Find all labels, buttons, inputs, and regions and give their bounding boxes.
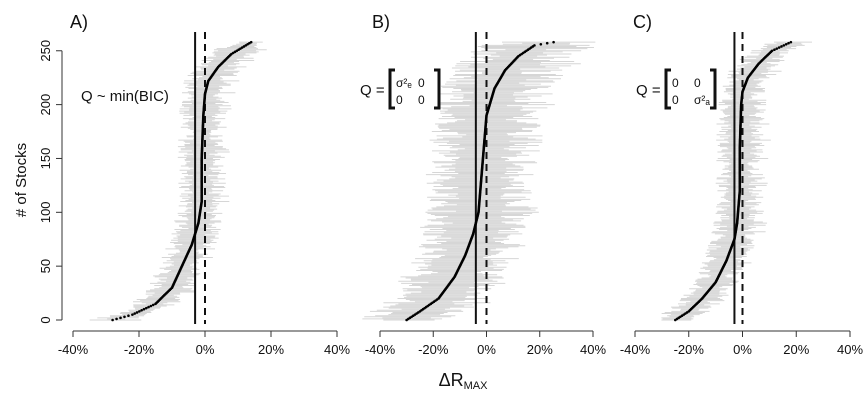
- point-estimate: [780, 45, 783, 48]
- point-estimate: [151, 303, 155, 307]
- matrix-entry: 0: [672, 93, 679, 107]
- panel-label: A): [70, 12, 88, 32]
- matrix-entry: σ²ₐ: [694, 93, 710, 107]
- point-estimate: [545, 41, 549, 45]
- panel-label: C): [633, 12, 652, 32]
- point-estimate: [123, 315, 126, 319]
- point-estimate: [119, 316, 122, 320]
- x-tick-label: -20%: [418, 342, 449, 357]
- matrix-entry: 0: [396, 93, 403, 107]
- point-estimate: [773, 48, 776, 51]
- annotation-background: [80, 84, 182, 106]
- point-estimate: [770, 49, 774, 53]
- x-tick-label: 0%: [477, 342, 496, 357]
- x-tick-label: 20%: [527, 342, 553, 357]
- point-estimate: [249, 40, 253, 44]
- point-estimate: [147, 305, 150, 309]
- matrix-entry: 0: [672, 76, 679, 90]
- x-tick-label: 0%: [733, 342, 752, 357]
- x-tick-label: 40%: [324, 342, 350, 357]
- panels: -40% -20% 0% 20% 40% 0 50 100 150 200 250 A) Q ~ min…: [38, 12, 863, 357]
- point-estimates: [111, 40, 253, 322]
- point-estimate: [782, 44, 786, 47]
- y-axis-label: # of Stocks: [13, 143, 30, 217]
- annotation-background: [634, 66, 716, 112]
- panel-a: -40% -20% 0% 20% 40% 0 50 100 150 200 250 A) Q ~ min…: [38, 12, 350, 357]
- matrix-entry: σ²ₑ: [396, 76, 412, 90]
- point-estimate: [138, 310, 141, 313]
- x-tick-label: -20%: [674, 342, 705, 357]
- x-tick-label: 40%: [580, 342, 606, 357]
- matrix-right-bracket: [710, 68, 717, 110]
- matrix-entry: 0: [694, 76, 701, 90]
- point-estimate: [142, 307, 146, 311]
- point-estimate: [131, 313, 134, 316]
- point-estimate: [133, 312, 137, 315]
- annotation-background: [358, 66, 440, 112]
- annotation-prefix: Q =: [360, 82, 385, 99]
- x-axis-label: ΔRMAX: [439, 370, 489, 392]
- point-estimate: [784, 43, 788, 46]
- point-estimates: [405, 40, 555, 322]
- x-tick-label: -40%: [365, 342, 396, 357]
- matrix-left-bracket: [388, 68, 395, 110]
- panel-label: B): [372, 12, 390, 32]
- point-estimates: [674, 40, 793, 322]
- point-estimate: [787, 41, 790, 45]
- x-tick-label: -40%: [620, 342, 651, 357]
- x-tick-label: -40%: [58, 342, 89, 357]
- matrix-entry: 0: [418, 93, 425, 107]
- annotation-prefix: Q =: [636, 82, 661, 99]
- y-tick-label: 0: [38, 316, 53, 323]
- matrix-right-bracket: [434, 68, 441, 110]
- point-estimate: [127, 314, 130, 317]
- y-tick-label: 50: [38, 259, 53, 273]
- y-tick-label: 250: [38, 40, 53, 62]
- point-estimate: [149, 304, 153, 308]
- panel-c: -40% -20% 0% 20% 40% C) Q = 0 0 0 σ²ₐ: [620, 12, 864, 357]
- x-tick-label: 0%: [196, 342, 215, 357]
- y-tick-label: 200: [38, 94, 53, 116]
- point-estimate: [777, 46, 781, 49]
- point-estimate: [789, 40, 793, 44]
- x-tick-label: 40%: [837, 342, 863, 357]
- matrix-left-bracket: [664, 68, 671, 110]
- x-tick-label: 20%: [783, 342, 809, 357]
- annotation-text: Q ~ min(BIC): [81, 88, 169, 105]
- x-axis-label-main: ΔR: [439, 370, 464, 390]
- point-estimate: [140, 309, 143, 312]
- point-estimate: [775, 47, 779, 50]
- point-estimate: [111, 318, 114, 322]
- point-estimate: [135, 311, 139, 314]
- x-tick-label: 20%: [258, 342, 284, 357]
- point-estimate: [552, 40, 555, 44]
- interval-lines: [89, 41, 267, 321]
- point-estimate: [533, 44, 536, 47]
- x-tick-label: -20%: [124, 342, 155, 357]
- matrix-entry: 0: [418, 76, 425, 90]
- y-tick-label: 100: [38, 201, 53, 223]
- panel-b: -40% -20% 0% 20% 40% B) Q = σ²ₑ 0 0 0: [358, 12, 606, 357]
- x-axis-label-subscript: MAX: [464, 380, 489, 392]
- point-estimate: [539, 43, 543, 46]
- y-tick-label: 150: [38, 148, 53, 170]
- point-estimate: [144, 306, 148, 310]
- point-estimate: [115, 317, 118, 321]
